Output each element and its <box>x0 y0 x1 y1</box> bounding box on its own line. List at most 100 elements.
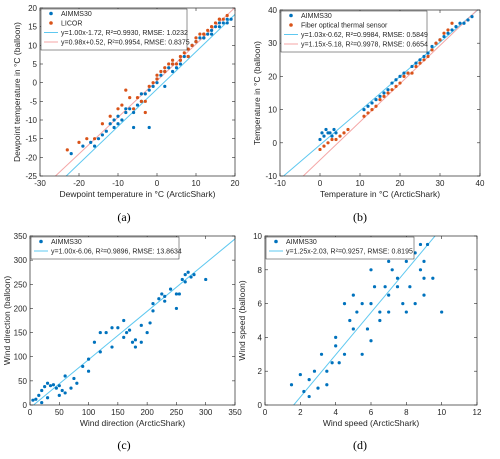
data-point <box>418 58 422 62</box>
data-point <box>116 114 120 118</box>
data-point <box>378 310 382 314</box>
y-tick-label: 200 <box>14 304 28 313</box>
data-point <box>374 98 378 102</box>
data-point <box>163 66 167 70</box>
data-point <box>332 127 336 132</box>
data-point <box>77 140 81 144</box>
data-point <box>320 131 324 135</box>
data-point <box>351 327 355 331</box>
data-point <box>374 104 378 108</box>
data-point <box>133 345 138 349</box>
data-point <box>157 297 161 301</box>
legend: AIMMS30 LICOR y=1.00x-1.72, R²=0.9930, RMS… <box>40 8 190 51</box>
x-tick-label: 40 <box>476 179 485 188</box>
data-point <box>402 71 406 75</box>
data-point <box>174 62 179 66</box>
data-point <box>108 122 112 126</box>
data-point <box>198 32 202 36</box>
data-point <box>322 134 326 138</box>
y-tick-label: 5 <box>33 60 38 69</box>
legend-marker <box>39 239 43 244</box>
data-point <box>147 84 151 88</box>
data-point <box>401 302 405 306</box>
data-point <box>75 381 79 385</box>
y-tick-label: 0 <box>23 401 28 410</box>
data-point <box>45 396 50 400</box>
legend-series-label: AIMMS30 <box>301 13 332 20</box>
y-tick-label: 40 <box>268 6 277 15</box>
data-point <box>86 369 91 373</box>
y-tick-label: 8 <box>258 266 263 275</box>
data-point <box>434 41 438 45</box>
data-point <box>398 81 402 85</box>
x-tick-label: 6 <box>369 408 374 417</box>
data-point <box>65 148 69 152</box>
data-point <box>92 340 97 344</box>
x-tick-label: 0 <box>28 408 33 417</box>
data-point <box>307 394 311 399</box>
data-point <box>318 147 322 152</box>
data-point <box>206 28 210 32</box>
data-point <box>178 62 182 66</box>
data-point <box>116 122 120 126</box>
data-point <box>194 36 198 40</box>
x-tick-label: 2 <box>298 408 303 417</box>
data-point <box>183 280 187 284</box>
x-axis-label: Wind speed (ArcticShark) <box>323 418 420 428</box>
data-point <box>171 58 175 62</box>
data-point <box>430 44 434 49</box>
data-point <box>342 352 347 356</box>
y-tick-label: 0 <box>33 79 38 88</box>
legend-box <box>40 8 188 51</box>
data-point <box>360 352 364 356</box>
data-point <box>210 32 214 36</box>
data-point <box>54 386 58 390</box>
data-point <box>155 77 159 81</box>
data-point <box>40 400 44 405</box>
data-point <box>334 137 338 142</box>
data-point <box>210 25 214 29</box>
x-tick-label: -30 <box>34 179 46 188</box>
y-tick-label: 300 <box>14 256 28 265</box>
data-point <box>145 330 149 335</box>
data-point <box>404 259 408 263</box>
y-tick-label: 10 <box>28 41 37 50</box>
data-point <box>31 398 35 402</box>
data-point <box>446 28 450 32</box>
data-point <box>394 78 398 82</box>
y-tick-label: -5 <box>30 97 38 106</box>
fit-line-blue <box>293 236 436 405</box>
fit-line-blue <box>65 14 235 176</box>
data-point <box>163 84 167 88</box>
data-point <box>334 344 338 348</box>
data-point <box>338 134 342 138</box>
legend-marker <box>49 11 53 16</box>
y-tick-label: -10 <box>265 172 277 181</box>
data-point <box>225 17 229 21</box>
data-point <box>302 389 306 394</box>
data-point <box>289 383 294 387</box>
data-point <box>334 335 338 339</box>
data-point <box>378 318 382 323</box>
y-tick-label: -10 <box>25 116 37 125</box>
x-tick-label: 250 <box>170 408 184 417</box>
data-point <box>143 110 147 115</box>
data-point <box>217 21 221 25</box>
data-point <box>328 131 332 135</box>
x-tick-label: 350 <box>228 408 242 417</box>
data-point <box>128 107 132 111</box>
data-point <box>330 137 334 142</box>
legend-series-label: Fiber optical thermal sensor <box>301 23 388 30</box>
data-point <box>387 293 391 297</box>
data-point <box>202 36 206 40</box>
data-point <box>104 330 108 335</box>
x-tick-label: 20 <box>231 179 240 188</box>
data-point <box>112 125 116 130</box>
x-tick-label: 20 <box>396 179 405 188</box>
data-point <box>334 131 338 135</box>
data-point <box>174 306 179 311</box>
data-point <box>69 152 73 156</box>
data-point <box>151 84 155 88</box>
data-point <box>422 276 426 280</box>
y-tick-label: 6 <box>258 300 263 309</box>
